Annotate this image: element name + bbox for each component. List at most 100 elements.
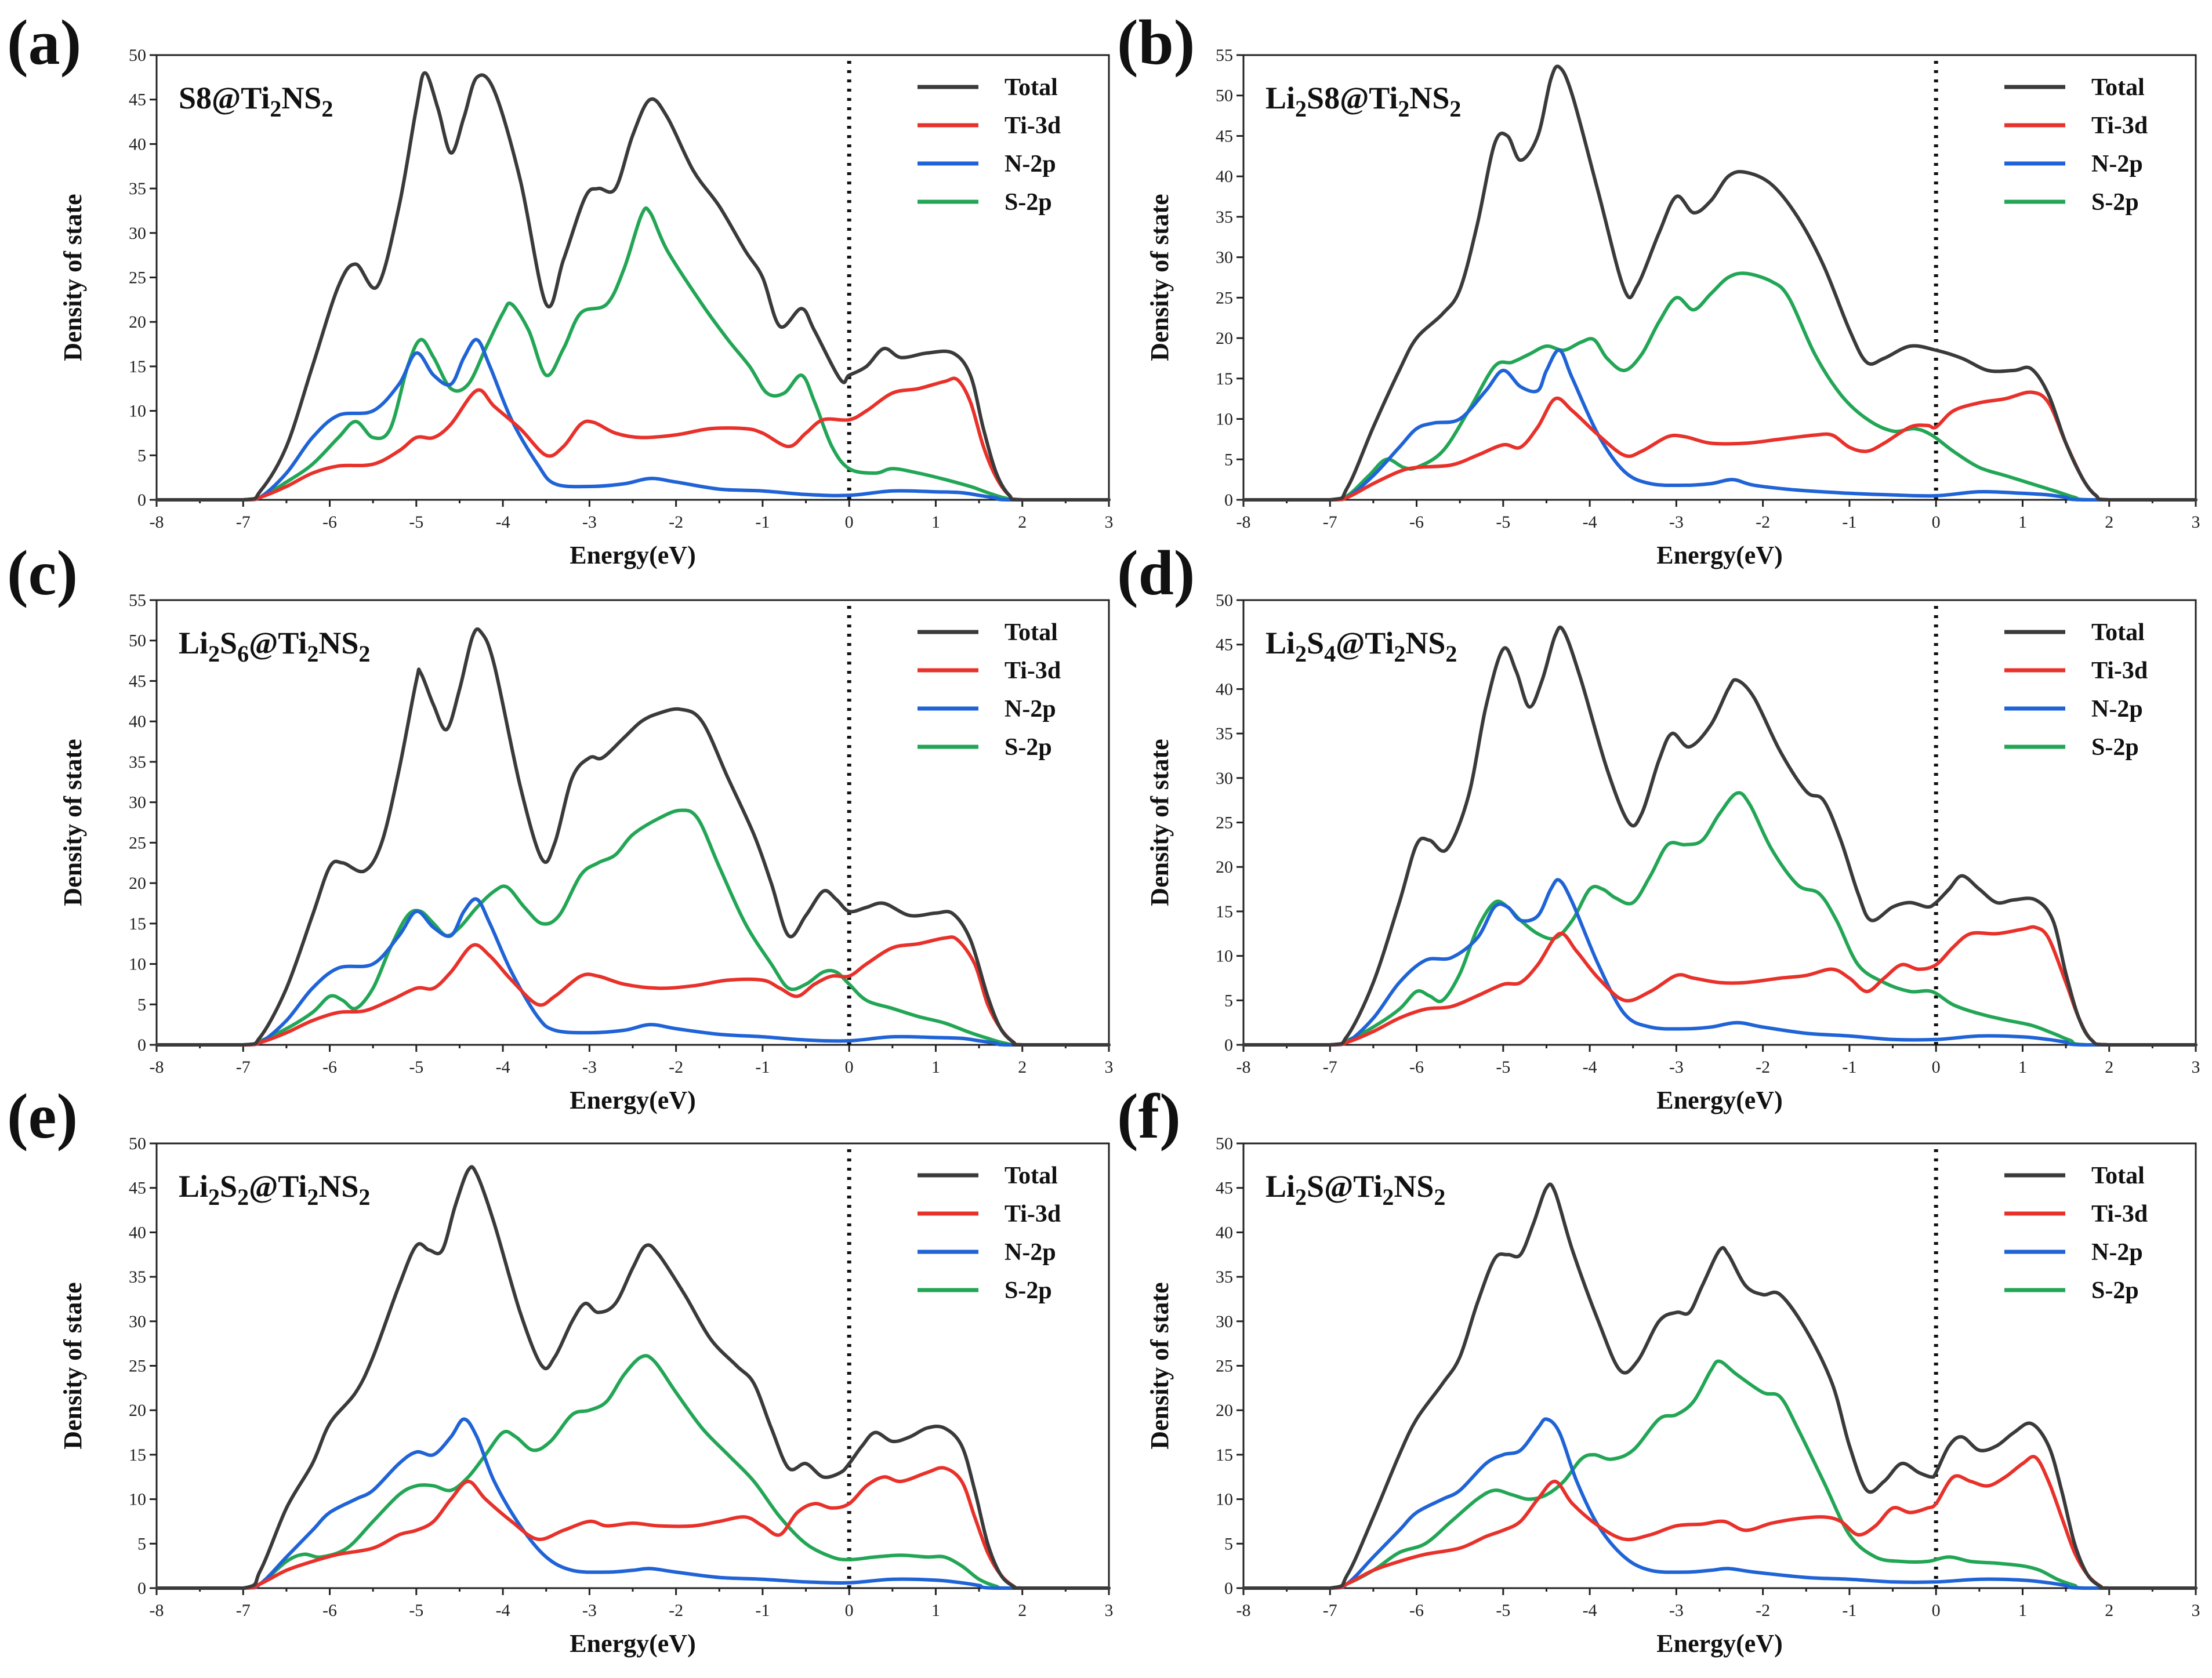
x-tick-label: -2 [669,513,683,532]
label-text: S [220,1169,237,1204]
x-tick-label: -7 [1323,513,1337,532]
panel-letter: (e) [7,1081,78,1152]
y-tick-label: 50 [1216,591,1233,610]
y-tick-label: 20 [129,313,146,332]
x-tick-label: -1 [755,1058,770,1077]
label-text: S8@Ti [1307,81,1398,115]
x-tick-label: -3 [1669,1058,1684,1077]
y-tick-label: 0 [1224,491,1233,510]
x-tick-label: 0 [845,1601,854,1620]
y-tick-label: 15 [1216,1445,1233,1465]
series-line-ti-3d [1242,390,2198,502]
y-tick-label: 45 [1216,126,1233,146]
x-tick-label: 1 [2018,513,2027,532]
dos-panel-d: (d)-8 -7 -6 -5 -4 -3 -2 -1 0 1 2 305101520253035404… [1117,537,2200,1114]
x-tick-label: -1 [1842,513,1856,532]
system-label: Li2S8@Ti2NS2 [1265,81,1461,122]
series-line-ti-3d [155,376,1111,502]
x-tick-label: -1 [755,1601,770,1620]
y-axis-title: Density of state [59,739,87,906]
dos-panel-c: (c)-8 -7 -6 -5 -4 -3 -2 -1 0 1 2 305101520253035404… [7,537,1114,1114]
series-line-s-2p [1242,1359,2198,1590]
y-tick-label: 50 [129,46,146,65]
x-tick-label: -3 [582,1601,597,1620]
y-tick-label: 40 [129,712,146,731]
label-text: Li [1265,626,1295,660]
label-text: S [1307,626,1324,660]
y-tick-label: 5 [1224,1534,1233,1553]
x-tick-label: -4 [496,513,510,532]
x-tick-label: 1 [931,1058,940,1077]
y-tick-label: 20 [1216,329,1233,348]
y-tick-label: 45 [129,671,146,691]
y-tick-label: 30 [1216,248,1233,267]
x-tick-label: 1 [2018,1601,2027,1620]
label-text: @Ti [249,626,307,660]
series-line-total [155,1165,1111,1590]
subscript: 2 [1398,96,1409,122]
x-tick-label: -8 [1236,1058,1251,1077]
label-text: NS [318,1169,358,1204]
label-text: Li [1265,1169,1295,1204]
label-text: Li [179,626,208,660]
y-tick-label: 40 [1216,680,1233,699]
x-tick-label: -3 [1669,1601,1684,1620]
x-tick-label: -4 [1583,1058,1597,1077]
x-tick-label: -5 [409,1601,423,1620]
y-tick-label: 30 [1216,769,1233,788]
series-line-n-2p [155,337,1111,502]
y-tick-label: 35 [1216,1267,1233,1287]
label-text: NS [1409,81,1449,115]
x-tick-label: -1 [1842,1601,1856,1620]
x-tick-label: -6 [1409,513,1424,532]
series-line-n-2p [1242,878,2198,1047]
y-tick-label: 35 [129,179,146,198]
y-axis-title: Density of state [1145,739,1174,906]
x-tick-label: -6 [322,1058,337,1077]
x-tick-label: -2 [1756,1601,1770,1620]
label-text: S8@Ti [179,81,270,115]
subscript: 2 [307,641,318,667]
legend-label: S-2p [2091,734,2139,761]
label-text: S@Ti [1307,1169,1382,1204]
x-axis-title: Energy(eV) [1656,1086,1783,1114]
legend-label: Ti-3d [2091,1201,2148,1227]
x-tick-label: -2 [1756,1058,1770,1077]
x-tick-label: 2 [1018,513,1027,532]
system-label: Li2S6@Ti2NS2 [179,626,370,667]
x-tick-label: 3 [1105,1601,1114,1620]
y-tick-label: 45 [129,1179,146,1198]
y-tick-label: 50 [1216,86,1233,106]
legend-label: Ti-3d [2091,658,2148,684]
x-tick-label: -5 [1496,1601,1510,1620]
x-tick-label: -8 [1236,513,1251,532]
label-text: NS [318,626,358,660]
y-tick-label: 55 [1216,46,1233,65]
subscript: 2 [1295,96,1307,122]
y-tick-label: 40 [1216,167,1233,186]
system-label: Li2S2@Ti2NS2 [179,1169,370,1210]
panel-letter: (f) [1117,1081,1181,1152]
series-line-total [1242,1182,2198,1590]
legend-label: Ti-3d [1005,658,1061,684]
subscript: 2 [270,96,281,122]
x-tick-label: 0 [845,513,854,532]
x-tick-label: -2 [669,1601,683,1620]
legend-label: Total [2091,1163,2145,1189]
y-tick-label: 0 [1224,1036,1233,1055]
x-tick-label: -6 [1409,1601,1424,1620]
x-tick-label: -5 [1496,513,1510,532]
x-tick-label: 2 [2105,1058,2113,1077]
series-line-ti-3d [1242,925,2198,1047]
y-tick-label: 20 [129,1401,146,1420]
x-tick-label: -7 [1323,1601,1337,1620]
legend-label: Total [1005,619,1058,646]
panel-letter: (c) [7,537,78,608]
x-tick-label: -6 [322,513,337,532]
series-line-s-2p [1242,271,2198,502]
x-tick-label: -7 [236,1601,251,1620]
subscript: 2 [321,96,333,122]
series-line-total [155,71,1111,502]
